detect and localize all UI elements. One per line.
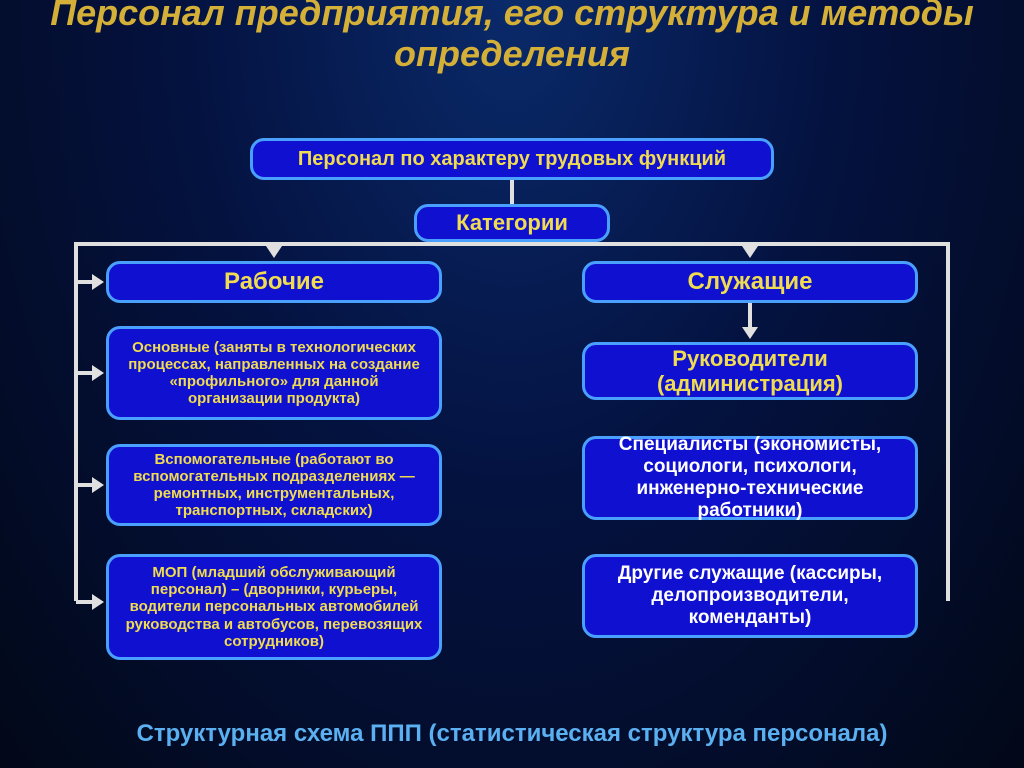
box-emp_other: Другие служащие (кассиры, делопроизводит… [582,554,918,638]
slide-title: Персонал предприятия, его структура и ме… [0,0,1024,75]
box-emp_leaders: Руководители (администрация) [582,342,918,400]
box-top: Персонал по характеру трудовых функций [250,138,774,180]
box-employees: Служащие [582,261,918,303]
arrow-icon [92,274,104,290]
box-workers_mop: МОП (младший обслуживающий персонал) – (… [106,554,442,660]
arrow-icon [742,246,758,258]
connector-line [510,180,514,204]
connector-line [510,242,514,246]
connector-line [74,243,78,601]
arrow-icon [742,327,758,339]
box-categories: Категории [414,204,610,242]
box-workers_main: Основные (заняты в технологических проце… [106,326,442,420]
box-workers_aux: Вспомогательные (работают во вспомогател… [106,444,442,526]
connector-line [748,303,752,329]
box-workers: Рабочие [106,261,442,303]
arrow-icon [92,477,104,493]
connector-line [946,243,950,601]
box-emp_specialists: Специалисты (экономисты, социологи, псих… [582,436,918,520]
arrow-icon [266,246,282,258]
slide-caption: Структурная схема ППП (статистическая ст… [0,720,1024,748]
arrow-icon [92,594,104,610]
arrow-icon [92,365,104,381]
